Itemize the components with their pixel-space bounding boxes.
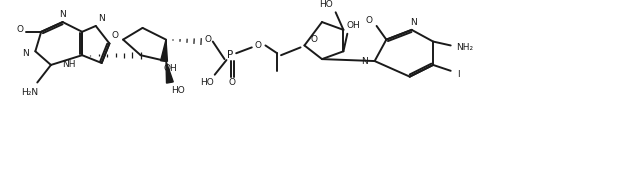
- Text: O: O: [229, 78, 236, 87]
- Text: OH: OH: [163, 64, 177, 73]
- Text: N: N: [23, 49, 29, 58]
- Polygon shape: [161, 40, 167, 61]
- Text: O: O: [112, 31, 119, 40]
- Text: O: O: [204, 35, 212, 44]
- Text: N: N: [59, 10, 66, 19]
- Text: N: N: [410, 18, 417, 27]
- Text: O: O: [254, 41, 261, 50]
- Text: HO: HO: [200, 78, 214, 87]
- Text: I: I: [457, 70, 460, 79]
- Text: N: N: [98, 14, 105, 23]
- Text: HO: HO: [319, 0, 333, 9]
- Text: OH: OH: [347, 21, 360, 30]
- Text: O: O: [16, 25, 23, 34]
- Text: O: O: [311, 35, 318, 44]
- Text: H₂N: H₂N: [21, 88, 38, 97]
- Text: O: O: [365, 16, 372, 25]
- Text: NH: NH: [62, 60, 75, 69]
- Polygon shape: [166, 61, 173, 83]
- Text: P: P: [227, 50, 233, 60]
- Text: N: N: [361, 57, 368, 66]
- Text: NH₂: NH₂: [456, 43, 473, 52]
- Text: HO: HO: [171, 86, 185, 95]
